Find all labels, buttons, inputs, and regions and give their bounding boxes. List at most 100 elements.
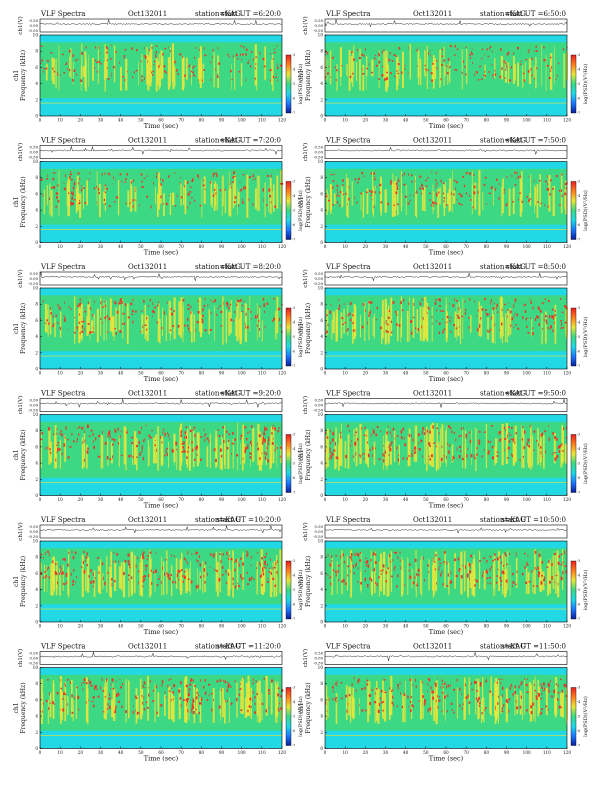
- spectrogram-hotspot: [501, 707, 503, 710]
- spectrogram-streak: [435, 444, 438, 472]
- spectrogram-streak: [505, 688, 508, 723]
- voltage-tick-label: 0.50: [30, 398, 39, 403]
- spectrogram-hotspot: [493, 553, 495, 556]
- spectrogram-hotspot: [527, 51, 529, 54]
- spectrogram-hotspot: [513, 52, 514, 55]
- spectrogram-hotspot: [565, 570, 567, 574]
- spectrogram-hotspot: [431, 79, 434, 82]
- spectrogram-hotspot: [234, 175, 236, 178]
- spectrogram-streak: [326, 428, 329, 467]
- colorbar: [570, 54, 577, 114]
- spectrogram-hotspot: [89, 331, 92, 334]
- spectrogram-hotspot: [427, 690, 428, 693]
- spectrogram-streak: [136, 695, 139, 719]
- spectrogram-hotspot: [145, 701, 148, 704]
- spectrogram-hotspot: [61, 433, 63, 437]
- spectrogram-hotspot: [353, 565, 354, 569]
- spectrogram-hotspot: [390, 442, 392, 446]
- spectrogram-hotspot: [510, 438, 513, 440]
- spectrogram-hotspot: [480, 317, 482, 320]
- spectrogram-hotspot: [165, 696, 167, 699]
- spectrogram-hotspot: [335, 195, 338, 197]
- spectrogram-hotspot: [543, 46, 545, 49]
- voltage-trace: [39, 19, 283, 26]
- spectrogram-hotspot: [443, 59, 446, 62]
- spectrogram-hotspot: [505, 203, 508, 207]
- spectrogram-hotspot: [411, 704, 414, 707]
- freq-tick-label: 4: [320, 461, 323, 466]
- spectrogram-hotspot: [279, 64, 282, 67]
- spectrogram-hotspot: [536, 697, 538, 700]
- spectrogram-hotspot: [167, 684, 169, 688]
- spectrogram-hotspot: [413, 302, 415, 306]
- spectrogram-hotspot: [332, 180, 335, 182]
- spectrogram-streak: [206, 446, 209, 467]
- spectrogram-hotspot: [231, 702, 233, 705]
- spectrogram-hotspot: [272, 75, 275, 79]
- colorbar-tick-label: -4: [577, 700, 580, 704]
- spectrogram-hotspot: [461, 71, 463, 74]
- spectrogram-hotspot: [334, 442, 337, 446]
- spectrogram-streak: [186, 429, 189, 468]
- time-tick-label: 100: [523, 624, 531, 629]
- spectrogram-hotspot: [79, 305, 81, 309]
- spectrogram-streak: [125, 58, 128, 91]
- spectrogram-hotspot: [556, 455, 558, 459]
- colorbar-tick-label: -6: [577, 350, 580, 354]
- spectrogram-hotspot: [270, 174, 272, 178]
- spectrogram-hotspot: [249, 697, 252, 699]
- panel-title: VLF Spectra: [325, 10, 370, 18]
- spectrogram-streak: [553, 432, 556, 464]
- spectrogram-hotspot: [137, 556, 139, 560]
- spectrogram-hotspot: [428, 307, 430, 311]
- spectrogram-hotspot: [398, 454, 399, 457]
- spectrogram-hotspot: [189, 76, 191, 78]
- spectrogram-hotspot: [443, 455, 446, 457]
- spectrogram-hotspot: [424, 64, 426, 67]
- spectrogram-hotspot: [49, 448, 51, 451]
- spectrogram-hotspot: [496, 451, 499, 453]
- spectrogram-streak: [277, 681, 279, 717]
- spectrogram-hotspot: [259, 575, 262, 578]
- spectrogram-hotspot: [449, 303, 450, 305]
- time-tick-label: 30: [383, 624, 389, 629]
- spectrogram-streak: [360, 552, 362, 593]
- spectrogram-hotspot: [536, 692, 538, 695]
- spectrogram-hotspot: [40, 438, 43, 441]
- voltage-tick-label: 0.00: [315, 276, 324, 281]
- spectrogram-streak: [260, 441, 262, 465]
- spectrogram-hotspot: [151, 429, 153, 432]
- time-tick-label: 120: [563, 244, 571, 249]
- spectrogram-hotspot: [438, 569, 440, 571]
- spectrogram-hotspot: [373, 551, 375, 554]
- spectrogram-hotspot: [179, 53, 182, 56]
- spectrogram-streak: [447, 63, 449, 85]
- spectrogram-hotspot: [354, 178, 357, 181]
- spectrogram-hotspot: [231, 78, 233, 81]
- spectrogram-streak: [157, 692, 160, 717]
- spectrogram-hotspot: [334, 682, 336, 686]
- spectrogram-hotspot: [102, 322, 104, 324]
- spectrogram-hotspot: [119, 678, 121, 681]
- freq-tick-label: 6: [35, 318, 38, 323]
- colorbar-tick-label: -4: [292, 447, 295, 451]
- spectrogram-hotspot: [104, 304, 106, 308]
- freq-tick-label: 8: [35, 428, 38, 433]
- colorbar-tick-label: -6: [292, 350, 295, 354]
- spectrogram-hotspot: [540, 433, 543, 437]
- spectrogram-hotspot: [216, 75, 219, 79]
- spectrogram-hotspot: [45, 699, 48, 703]
- spectrogram-hotspot: [167, 46, 169, 49]
- spectrogram-streak: [198, 297, 202, 332]
- colorbar-tick-label: -6: [577, 223, 580, 227]
- time-tick-label: 0: [324, 624, 327, 629]
- spectrogram-hotspot: [494, 707, 496, 710]
- spectrogram-hotspot: [412, 581, 415, 585]
- spectrogram-hotspot: [381, 51, 383, 54]
- spectrogram-hotspot: [115, 560, 116, 563]
- spectrogram-hotspot: [358, 56, 361, 60]
- spectrogram-hotspot: [390, 320, 392, 323]
- spectrogram-hotspot: [473, 191, 476, 194]
- spectrogram-hotspot: [431, 316, 433, 319]
- spectrogram-hotspot: [65, 426, 67, 430]
